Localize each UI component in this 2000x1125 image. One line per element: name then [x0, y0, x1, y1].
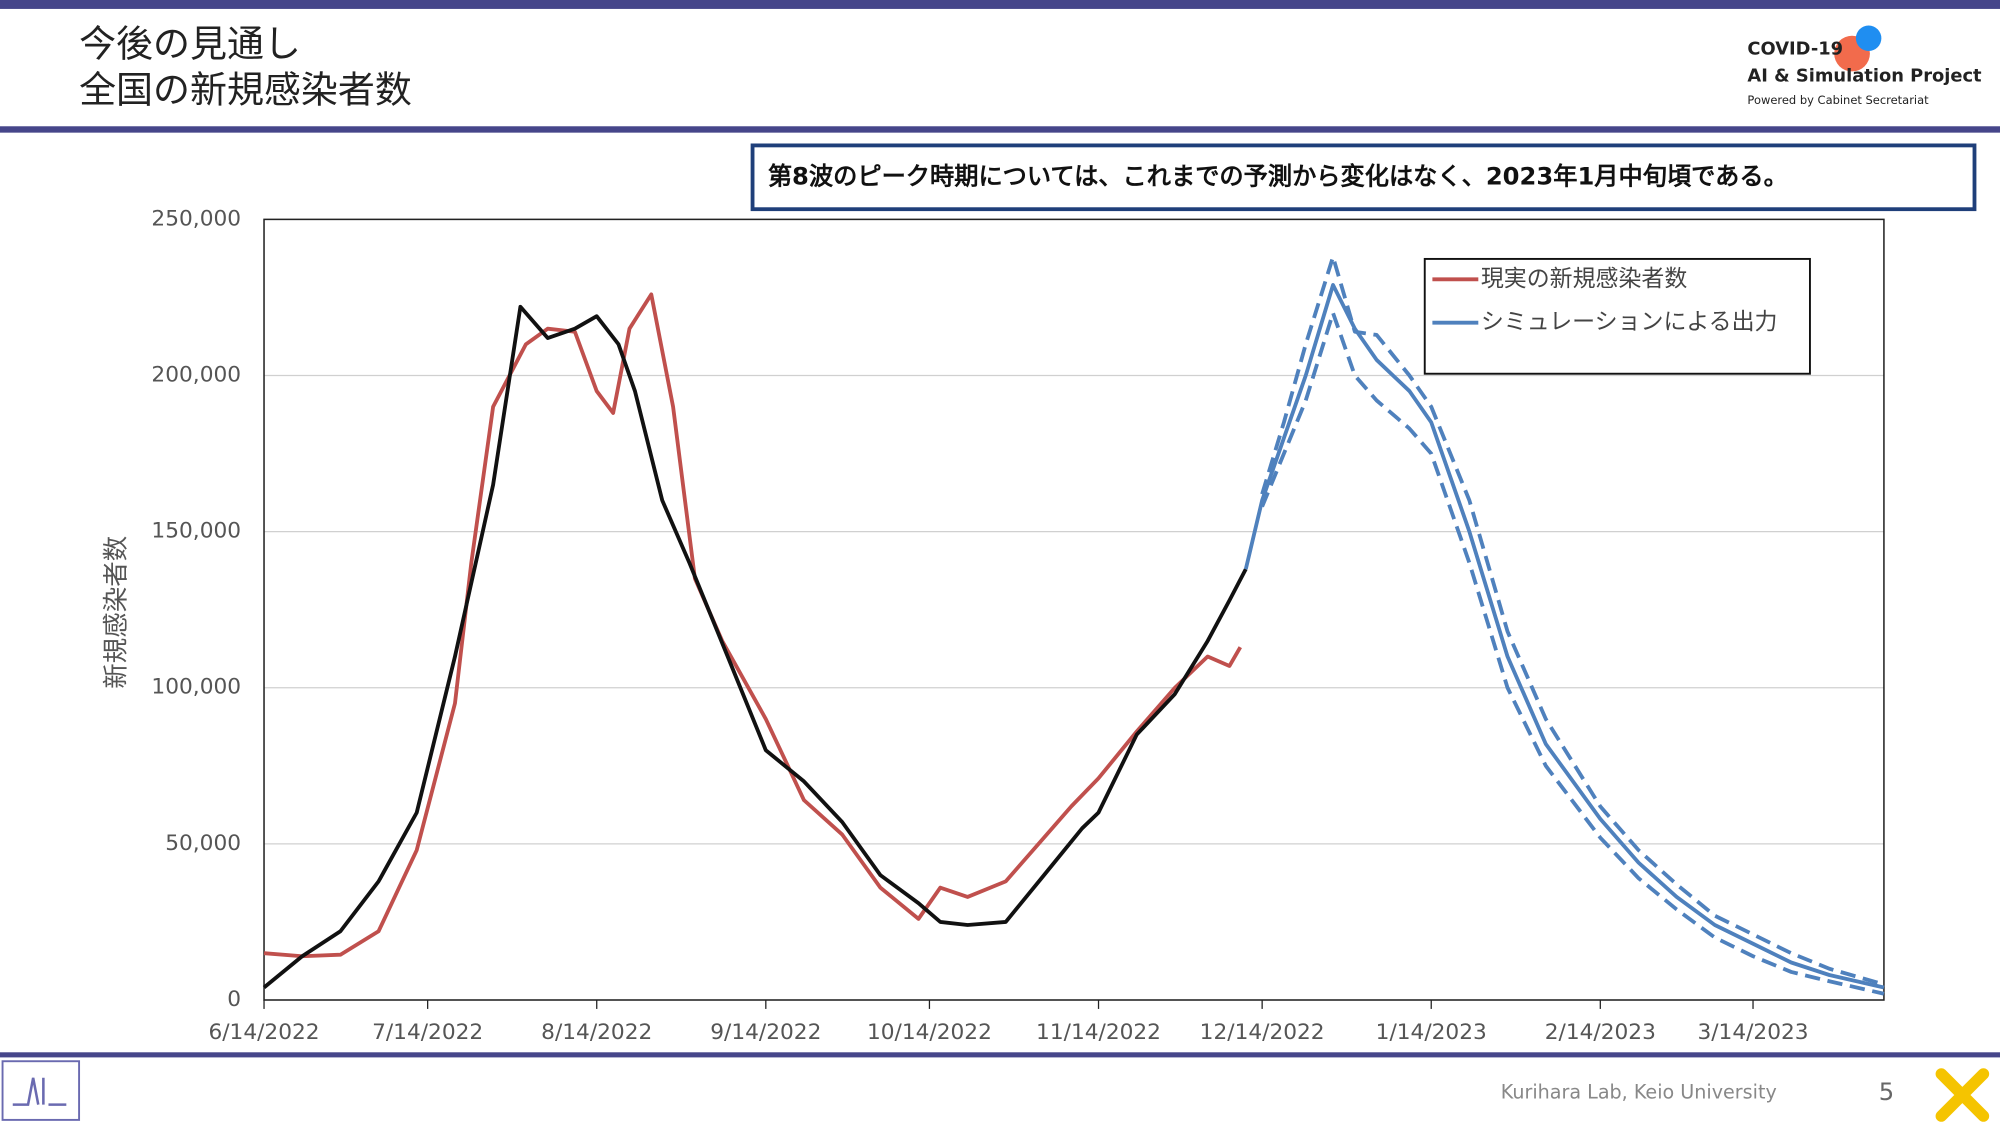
x-tick-label: 11/14/2022 [1036, 1020, 1161, 1045]
page-number: 5 [1879, 1078, 1894, 1106]
x-tick-label: 9/14/2022 [710, 1020, 821, 1045]
logo-dot [1855, 25, 1882, 52]
y-tick-label: 0 [227, 987, 241, 1012]
y-tick-label: 250,000 [151, 206, 241, 231]
footer-icon [1935, 1068, 1990, 1122]
top-bar [0, 0, 2000, 9]
y-tick-label: 200,000 [151, 363, 241, 388]
x-tick-label: 1/14/2023 [1376, 1020, 1487, 1045]
series-line [1243, 283, 1885, 990]
legend-box [1423, 257, 1811, 375]
legend-label: シミュレーションによる出力 [1481, 309, 1778, 335]
footer-credit: Kurihara Lab, Keio University [1501, 1081, 1777, 1104]
logo-text: COVID-19 [1747, 39, 1843, 60]
logo-text: Powered by Cabinet Secretariat [1747, 93, 1929, 107]
x-tick-label: 3/14/2023 [1697, 1020, 1808, 1045]
x-tick-label: 7/14/2022 [372, 1020, 483, 1045]
footer-rule [0, 1052, 2000, 1058]
x-tick-label: 10/14/2022 [867, 1020, 992, 1045]
series-line [1260, 254, 1885, 987]
legend-label: 現実の新規感染者数 [1481, 266, 1688, 292]
x-tick-label: 8/14/2022 [541, 1020, 652, 1045]
series-line [1260, 311, 1885, 996]
y-tick-label: 100,000 [151, 675, 241, 700]
plot-frame [263, 218, 1885, 1001]
header-rule [0, 126, 2000, 133]
title-line: 全国の新規感染者数 [79, 68, 412, 111]
footer-logo [1, 1060, 81, 1121]
x-tick-label: 2/14/2023 [1545, 1020, 1656, 1045]
series-line [262, 304, 1248, 989]
x-tick-label: 12/14/2022 [1200, 1020, 1325, 1045]
logo-text: AI & Simulation Project [1747, 66, 1982, 87]
x-tick-label: 6/14/2022 [208, 1020, 319, 1045]
title-line: 今後の見通し [79, 22, 301, 65]
series-line [263, 292, 1242, 959]
y-tick-label: 150,000 [151, 519, 241, 544]
y-axis-label: 新規感染者数 [101, 536, 131, 689]
annotation-box [750, 143, 1977, 212]
annotation: 第8波のピーク時期については、これまでの予測から変化はなく、2023年1月中旬頃… [768, 162, 1788, 190]
y-tick-label: 50,000 [165, 831, 241, 856]
